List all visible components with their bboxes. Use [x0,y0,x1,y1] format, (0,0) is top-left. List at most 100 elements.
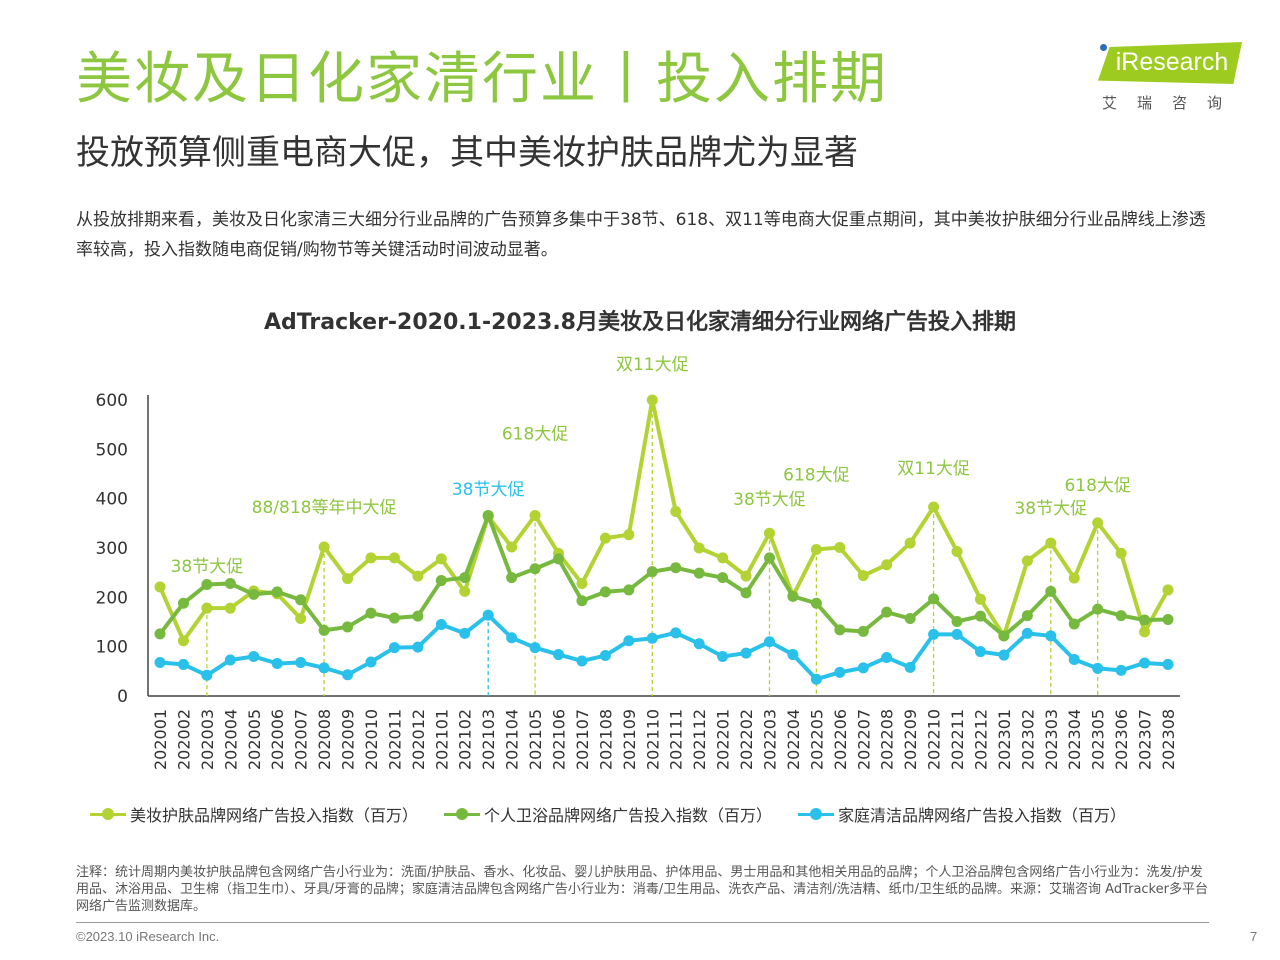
x-tick-label: 202003 [198,709,217,770]
y-tick-label: 100 [96,638,128,658]
data-point [177,597,189,609]
x-tick-label: 202109 [620,709,639,770]
chart-title: AdTracker-2020.1-2023.8月美妆及日化家清细分行业网络广告投… [264,310,1016,335]
data-point [623,635,635,647]
data-point [342,573,354,585]
x-tick-label: 202208 [878,709,897,770]
x-tick-label: 202304 [1065,709,1084,770]
data-point [623,584,635,596]
x-tick-label: 202004 [221,709,240,770]
data-point [904,613,916,625]
x-tick-label: 202006 [268,709,287,770]
x-tick-label: 202001 [151,709,170,770]
y-tick-label: 200 [96,588,128,608]
data-point [834,624,846,636]
data-point [1162,584,1174,596]
data-point [646,632,658,644]
data-point [1115,547,1127,559]
data-point [974,593,986,605]
data-point [904,661,916,673]
x-tick-label: 202107 [573,709,592,770]
y-tick-label: 300 [96,539,128,559]
x-tick-label: 202105 [526,709,545,770]
data-point [318,624,330,636]
data-point [576,655,588,667]
data-point [1045,585,1057,597]
data-point [435,575,447,587]
data-point [951,628,963,640]
series-line-1 [158,513,1169,638]
data-point [951,545,963,557]
data-point [506,572,518,584]
data-point [787,590,799,602]
data-point [177,658,189,670]
data-point [881,559,893,571]
data-point [412,570,424,582]
data-point [1045,537,1057,549]
x-tick-label: 202307 [1136,709,1155,770]
data-point [670,505,682,517]
data-point [154,656,166,668]
data-point [857,570,869,582]
legend-label-beauty: 美妆护肤品牌网络广告投入指数（百万） [130,806,419,825]
x-tick-label: 202305 [1089,709,1108,770]
x-tick-label: 202104 [503,709,522,770]
data-point [740,570,752,582]
data-point [224,654,236,666]
x-tick-label: 202210 [925,709,944,770]
data-point [763,552,775,564]
data-point [459,572,471,584]
data-point [693,638,705,650]
data-point [154,581,166,593]
x-tick-label: 202103 [479,709,498,770]
data-point [529,563,541,575]
x-tick-label: 202204 [784,709,803,770]
data-point [201,579,213,591]
data-point [974,646,986,658]
x-tick-label: 202206 [831,709,850,770]
data-point [412,610,424,622]
x-tick-label: 202011 [385,709,404,770]
x-tick-label: 202112 [690,709,709,770]
legend-item-beauty: 美妆护肤品牌网络广告投入指数（百万） [90,802,418,826]
data-point [388,552,400,564]
logo-subtext: 艾瑞咨询 [1102,94,1243,112]
data-point [717,572,729,584]
x-tick-label: 202012 [409,709,428,770]
data-point [342,621,354,633]
x-tick-label: 202108 [596,709,615,770]
data-point [1139,657,1151,669]
logo-text: iResearch [1115,48,1229,76]
data-point [177,635,189,647]
annotation-label: 双11大促 [897,459,970,479]
data-point [529,509,541,521]
page-title: 美妆及日化家清行业丨投入排期 [76,47,888,112]
data-point [740,647,752,659]
data-point [365,552,377,564]
data-point [646,394,658,406]
logo-mark [1098,42,1242,84]
data-point [248,651,260,663]
x-tick-label: 202110 [643,709,662,770]
x-tick-label: 202007 [292,709,311,770]
data-point [295,613,307,625]
x-tick-label: 202201 [714,709,733,770]
data-point [1115,664,1127,676]
data-point [623,529,635,541]
data-point [881,652,893,664]
x-tick-label: 202301 [995,709,1014,770]
data-point [529,642,541,654]
data-point [388,612,400,624]
data-point [459,585,471,597]
data-point [553,649,565,661]
data-point [1162,658,1174,670]
data-point [599,532,611,544]
legend-swatch-beauty [90,806,126,822]
data-point [717,651,729,663]
data-point [154,628,166,640]
data-point [998,649,1010,661]
annotation-label: 88/818等年中大促 [252,498,397,518]
annotation-label: 38节大促 [452,480,525,500]
legend-label-personal-care: 个人卫浴品牌网络广告投入指数（百万） [484,806,773,825]
